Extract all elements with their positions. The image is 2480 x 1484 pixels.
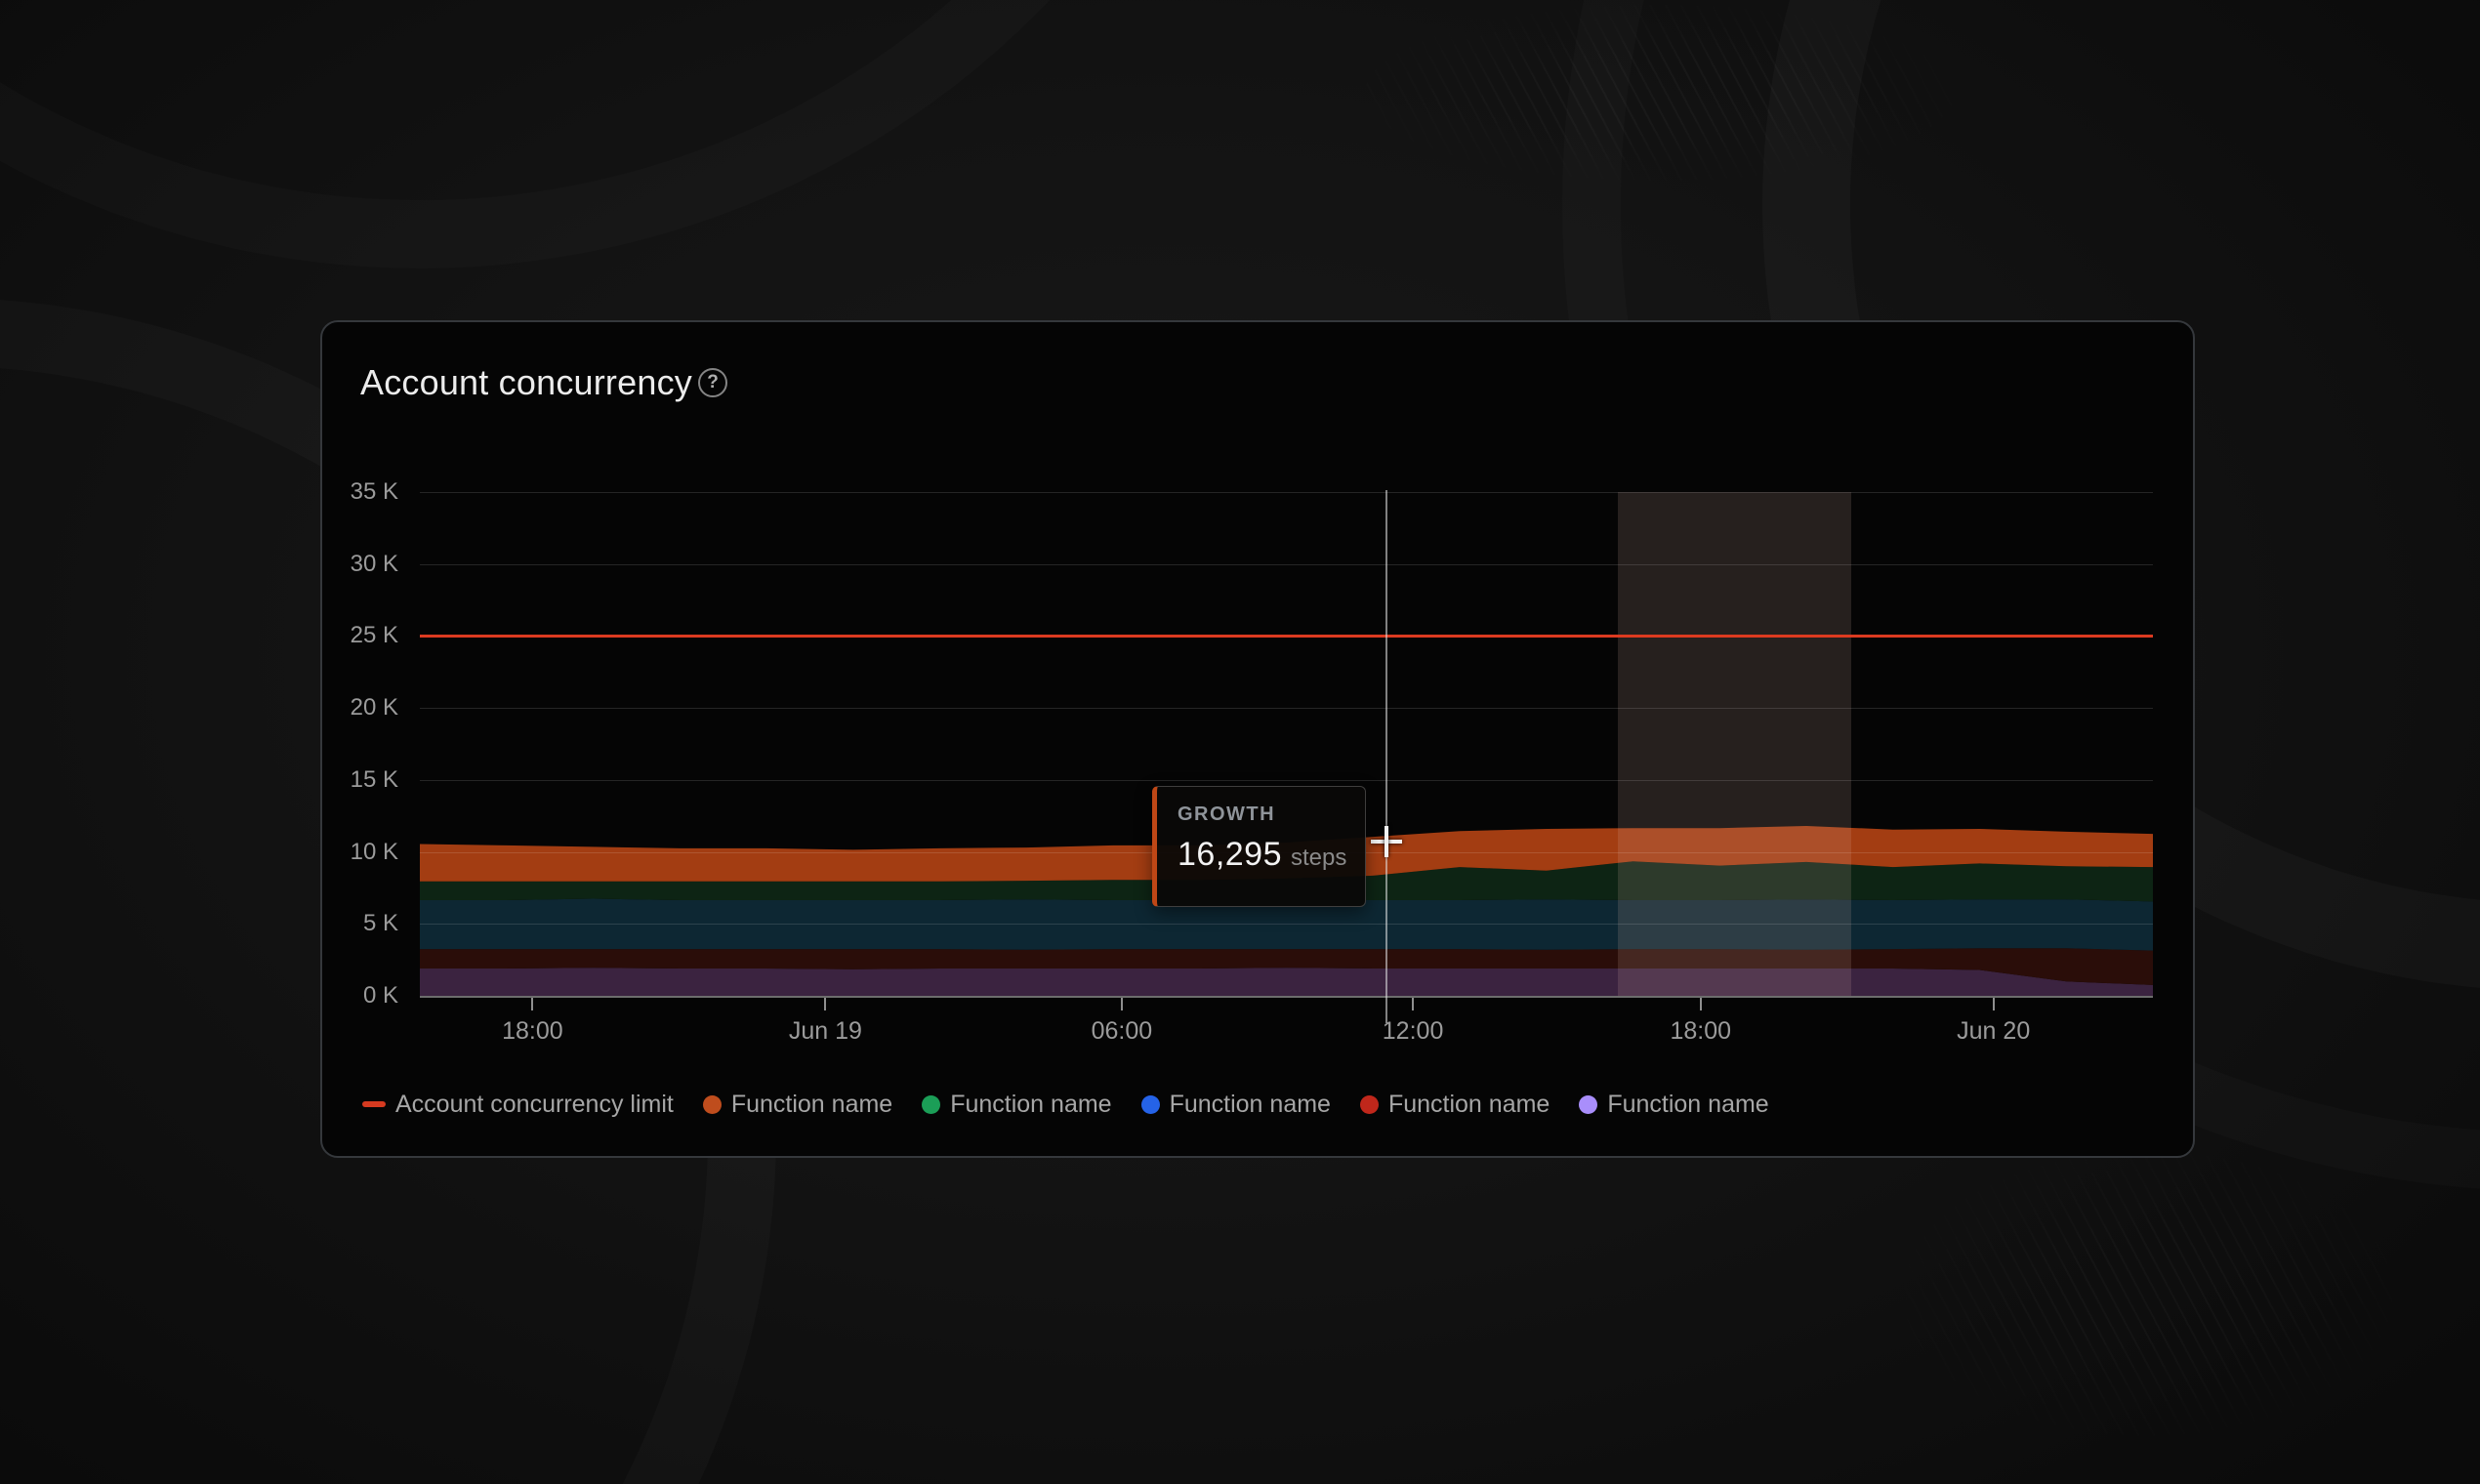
chart-legend: Account concurrency limit Function name Fu… (362, 1090, 1769, 1119)
x-axis-tick (824, 998, 827, 1010)
gridline (420, 924, 2153, 926)
y-axis-label: 20 K (350, 694, 398, 721)
stacked-areas (420, 826, 2153, 996)
legend-label: Function name (1169, 1091, 1331, 1118)
legend-item[interactable]: Function name (1359, 1090, 1550, 1119)
gridline (420, 779, 2153, 781)
y-axis-label: 35 K (350, 478, 398, 505)
area-series-red (420, 948, 2153, 985)
area-series-purple (420, 968, 2153, 996)
gridline (420, 996, 2153, 998)
crosshair-line (1385, 490, 1388, 1023)
legend-item[interactable]: Account concurrency limit (362, 1090, 674, 1119)
legend-label: Function name (950, 1091, 1112, 1118)
gridline (420, 563, 2153, 565)
legend-label: Function name (1387, 1091, 1550, 1118)
y-axis-label: 30 K (350, 550, 398, 577)
background-stripes-top-right (1250, 0, 2070, 215)
plot-area[interactable]: GROWTH 16,295 steps 18:00 Jun 19 06:00 12:0… (420, 490, 2153, 1045)
account-concurrency-card: Account concurrency ? 35 K 30 K 25 K 20 K 15… (320, 320, 2195, 1158)
y-axis-label: 0 K (362, 982, 398, 1009)
y-axis-label: 25 K (350, 622, 398, 649)
tooltip-unit: steps (1291, 845, 1347, 871)
gridline (420, 708, 2153, 710)
legend-dot-icon (1579, 1094, 1598, 1114)
y-axis-label: 15 K (350, 765, 398, 793)
x-axis-label: Jun 20 (1957, 1017, 2031, 1045)
y-axis-label: 10 K (350, 838, 398, 865)
tooltip-series-label: GROWTH (1178, 804, 1276, 825)
legend-dot-icon (702, 1094, 722, 1114)
legend-label: Account concurrency limit (395, 1091, 674, 1118)
x-axis-label: 18:00 (502, 1017, 563, 1045)
legend-dot-icon (922, 1094, 941, 1114)
x-axis-label: Jun 19 (788, 1017, 862, 1045)
legend-item[interactable]: Function name (1140, 1090, 1331, 1119)
x-axis-tick (1120, 998, 1123, 1010)
legend-label: Function name (1607, 1091, 1769, 1118)
x-axis-tick (531, 998, 534, 1010)
legend-dot-icon (1359, 1094, 1379, 1114)
page-title: Account concurrency (360, 362, 692, 402)
area-series-blue (420, 898, 2153, 951)
legend-item[interactable]: Function name (922, 1090, 1112, 1119)
concurrency-limit-line (420, 635, 2153, 639)
x-axis-tick (1699, 998, 1702, 1010)
tooltip-value-row: 16,295 steps (1178, 836, 1365, 874)
x-axis-label: 18:00 (1670, 1017, 1731, 1045)
legend-dot-icon (1140, 1094, 1160, 1114)
x-axis-label: 06:00 (1091, 1017, 1153, 1045)
highlight-band (1617, 492, 1852, 996)
gridline (420, 492, 2153, 493)
x-axis-label: 12:00 (1382, 1017, 1444, 1045)
tooltip-value: 16,295 (1178, 836, 1282, 873)
help-icon[interactable]: ? (698, 368, 727, 397)
legend-dash-icon (362, 1101, 386, 1107)
legend-item[interactable]: Function name (1579, 1090, 1769, 1119)
legend-label: Function name (730, 1091, 893, 1118)
crosshair-cursor-icon (1371, 826, 1403, 858)
legend-item[interactable]: Function name (702, 1090, 893, 1119)
y-axis-label: 5 K (362, 910, 398, 937)
x-axis-tick (1412, 998, 1415, 1010)
x-axis-tick (1992, 998, 1995, 1010)
chart-tooltip: GROWTH 16,295 steps (1152, 786, 1366, 907)
y-axis: 35 K 30 K 25 K 20 K 15 K 10 K 5 K 0 K (322, 478, 409, 1009)
